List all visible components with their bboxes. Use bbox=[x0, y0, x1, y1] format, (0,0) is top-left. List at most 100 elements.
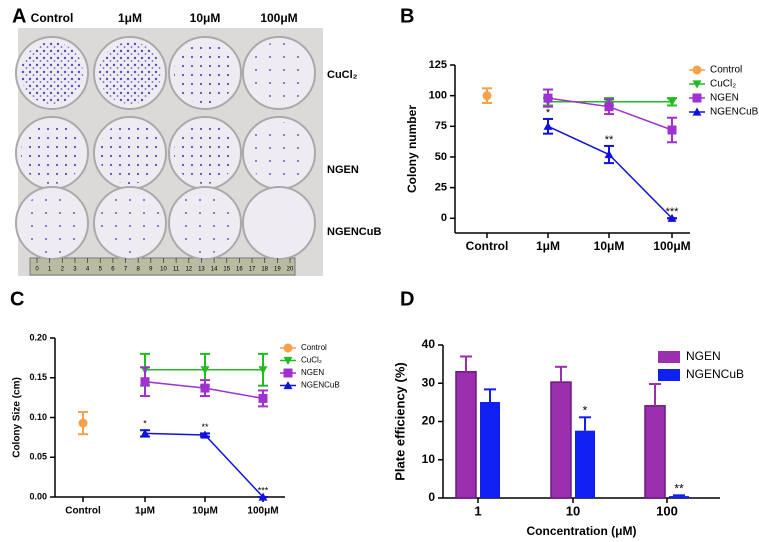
y-tick-label: 125 bbox=[429, 59, 447, 71]
column-label: 10μM bbox=[190, 11, 221, 25]
error-bar bbox=[649, 383, 661, 406]
error-bar bbox=[460, 355, 472, 372]
row-label: CuCl₂ bbox=[327, 69, 358, 81]
ruler-label: 11 bbox=[173, 267, 180, 273]
legend-label: NGENCuB bbox=[301, 381, 340, 390]
ruler-label: 6 bbox=[111, 267, 115, 273]
colonies bbox=[21, 42, 83, 104]
y-tick-label: 0.15 bbox=[29, 372, 47, 382]
y-tick-label: 75 bbox=[435, 120, 447, 132]
y-tick-label: 50 bbox=[435, 151, 447, 163]
y-tick-label: 40 bbox=[422, 337, 436, 351]
ruler-label: 1 bbox=[48, 267, 52, 273]
panel-label: A bbox=[12, 5, 26, 27]
x-tick-label: Control bbox=[65, 506, 101, 517]
plate bbox=[242, 186, 316, 260]
marker bbox=[283, 368, 293, 378]
ruler-label: 19 bbox=[274, 267, 281, 273]
significance: * bbox=[583, 403, 588, 417]
y-tick-label: 30 bbox=[422, 375, 436, 389]
ruler-label: 0 bbox=[35, 267, 39, 273]
ruler bbox=[29, 257, 296, 276]
colonies bbox=[21, 192, 83, 254]
marker bbox=[692, 93, 702, 103]
ruler-label: 7 bbox=[124, 267, 128, 273]
colonies bbox=[174, 192, 236, 254]
significance: ** bbox=[605, 134, 614, 146]
error-bar bbox=[579, 416, 591, 431]
error-bar bbox=[484, 388, 496, 402]
x-tick-label: 10 bbox=[566, 503, 580, 518]
x-tick-label: 1μM bbox=[536, 239, 560, 253]
significance: * bbox=[546, 107, 551, 119]
x-tick-label: 100μM bbox=[247, 506, 278, 517]
marker bbox=[667, 98, 677, 107]
marker bbox=[283, 343, 293, 353]
error-bar bbox=[555, 365, 567, 383]
ruler-label: 4 bbox=[86, 267, 90, 273]
y-tick-label: 25 bbox=[435, 182, 447, 194]
error-bar bbox=[673, 494, 685, 497]
bar bbox=[575, 430, 595, 498]
marker bbox=[283, 381, 293, 390]
marker bbox=[667, 125, 677, 135]
x-tick-label: 100μM bbox=[653, 239, 690, 253]
panel-label: B bbox=[400, 5, 414, 27]
legend-swatch bbox=[658, 351, 680, 363]
y-tick-label: 10 bbox=[422, 452, 436, 466]
y-axis-label: Colony Size (cm) bbox=[12, 377, 23, 458]
ruler-label: 2 bbox=[61, 267, 65, 273]
ruler-label: 8 bbox=[137, 267, 141, 273]
ruler-label: 18 bbox=[261, 267, 268, 273]
significance: *** bbox=[666, 206, 680, 218]
legend-label: NGEN bbox=[301, 368, 324, 377]
marker bbox=[543, 93, 553, 103]
y-tick-label: 0.00 bbox=[29, 491, 47, 501]
bar bbox=[480, 401, 500, 498]
colonies bbox=[99, 122, 161, 184]
marker bbox=[200, 430, 210, 439]
column-label: 1μM bbox=[118, 11, 142, 25]
row-label: NGENCuB bbox=[327, 226, 381, 238]
row-label: NGEN bbox=[327, 164, 359, 176]
legend-label: NGEN bbox=[686, 349, 721, 363]
y-tick-label: 20 bbox=[422, 414, 436, 428]
colonies bbox=[174, 122, 236, 184]
marker bbox=[604, 150, 614, 159]
x-axis-label: Concentration (μM) bbox=[527, 524, 637, 538]
marker bbox=[692, 107, 702, 116]
x-tick-label: 10μM bbox=[192, 506, 218, 517]
x-tick-label: 10μM bbox=[594, 239, 625, 253]
x-tick-label: Control bbox=[466, 239, 509, 253]
legend-label: NGEN bbox=[710, 93, 739, 104]
marker bbox=[78, 418, 88, 428]
marker bbox=[140, 428, 150, 437]
colonies bbox=[248, 42, 310, 104]
significance: ** bbox=[674, 481, 684, 495]
marker bbox=[200, 383, 210, 393]
marker bbox=[258, 366, 268, 375]
ruler-label: 20 bbox=[287, 267, 294, 273]
significance: * bbox=[143, 419, 147, 429]
marker bbox=[140, 377, 150, 387]
significance: *** bbox=[258, 485, 269, 495]
x-tick-label: 1 bbox=[474, 503, 481, 518]
ruler-label: 15 bbox=[223, 267, 230, 273]
y-tick-label: 0.05 bbox=[29, 452, 47, 462]
ruler-label: 3 bbox=[73, 267, 77, 273]
marker bbox=[692, 80, 702, 89]
bar bbox=[644, 405, 666, 499]
ruler-label: 5 bbox=[99, 267, 103, 273]
marker bbox=[482, 91, 492, 101]
legend-label: NGENCuB bbox=[710, 107, 759, 118]
legend-label: Control bbox=[710, 65, 742, 76]
legend-swatch bbox=[658, 369, 680, 381]
y-axis-label: Plate efficiency (%) bbox=[392, 362, 407, 481]
marker bbox=[283, 356, 293, 365]
column-label: Control bbox=[31, 11, 74, 25]
significance: ** bbox=[201, 422, 209, 432]
ruler-label: 17 bbox=[249, 267, 256, 273]
panel-label: D bbox=[400, 288, 414, 310]
